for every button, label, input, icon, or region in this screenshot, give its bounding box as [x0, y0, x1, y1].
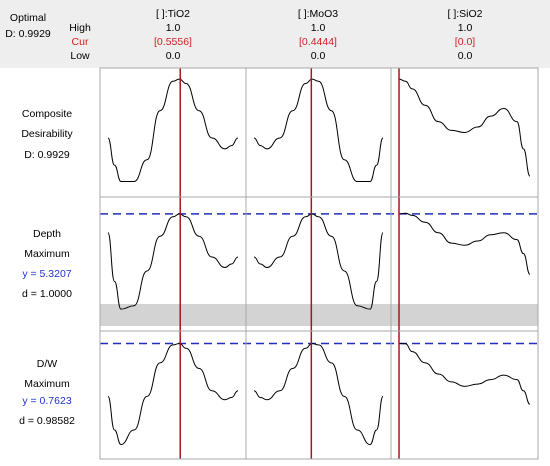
response-curve-r0-c0	[107, 78, 239, 183]
factor-low: 0.0	[166, 50, 181, 62]
factor-cur: [0.0]	[455, 36, 476, 48]
factor-high: 1.0	[311, 22, 326, 34]
response-line1: Composite	[22, 108, 72, 120]
response-d-value: d = 1.0000	[22, 288, 72, 300]
factor-low: 0.0	[458, 50, 473, 62]
header-band	[0, 0, 550, 68]
optimal-label: Optimal	[10, 12, 46, 24]
response-line2: Desirability	[21, 128, 73, 140]
composite-d-value: D: 0.9929	[5, 28, 51, 40]
response-curve-r1-c0	[107, 213, 239, 310]
response-label-depth: Depth Maximum y = 5.3207 d = 1.0000	[22, 228, 72, 300]
factor-name: [ ]:SiO2	[447, 8, 482, 20]
response-line1: D/W	[37, 358, 58, 370]
response-label-dw: D/W Maximum y = 0.7623 d = 0.98582	[19, 358, 75, 427]
row-label-cur: Cur	[72, 36, 89, 48]
factor-cur: [0.4444]	[299, 36, 337, 48]
response-curve-r1-c2	[398, 212, 531, 275]
response-line2: Maximum	[24, 248, 70, 260]
response-d-value: d = 0.98582	[19, 415, 75, 427]
plot-frame	[99, 67, 539, 460]
response-y-value: y = 0.7623	[22, 395, 71, 407]
plot-area	[99, 67, 539, 460]
row-separator-band	[100, 304, 538, 326]
factor-high: 1.0	[166, 22, 181, 34]
factor-low: 0.0	[311, 50, 326, 62]
response-curve-r0-c2	[398, 78, 531, 177]
response-line2: Maximum	[24, 378, 70, 390]
factor-header-sio2: [ ]:SiO2 1.0 [0.0] 0.0	[447, 8, 482, 62]
response-curve-r2-c2	[398, 342, 531, 405]
factor-cur: [0.5556]	[154, 36, 192, 48]
response-curve-r2-c0	[107, 342, 239, 446]
row-label-low: Low	[70, 50, 90, 62]
response-y-value: y = 5.3207	[22, 268, 71, 280]
response-curve-r1-c1	[253, 213, 384, 310]
response-curve-r0-c1	[253, 78, 384, 183]
response-label-composite: Composite Desirability D: 0.9929	[21, 108, 73, 161]
factor-name: [ ]:MoO3	[298, 8, 338, 20]
response-curve-r2-c1	[253, 342, 384, 446]
response-line1: Depth	[33, 228, 61, 240]
factor-name: [ ]:TiO2	[156, 8, 190, 20]
row-label-high: High	[69, 22, 91, 34]
factor-header-tio2: [ ]:TiO2 1.0 [0.5556] 0.0	[154, 8, 192, 62]
factor-header-moo3: [ ]:MoO3 1.0 [0.4444] 0.0	[298, 8, 338, 62]
response-line3: D: 0.9929	[24, 149, 70, 161]
factor-high: 1.0	[458, 22, 473, 34]
